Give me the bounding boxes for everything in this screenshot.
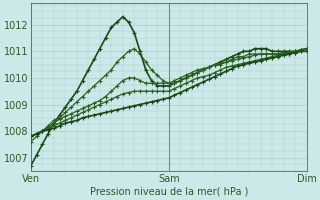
X-axis label: Pression niveau de la mer( hPa ): Pression niveau de la mer( hPa ): [90, 187, 248, 197]
